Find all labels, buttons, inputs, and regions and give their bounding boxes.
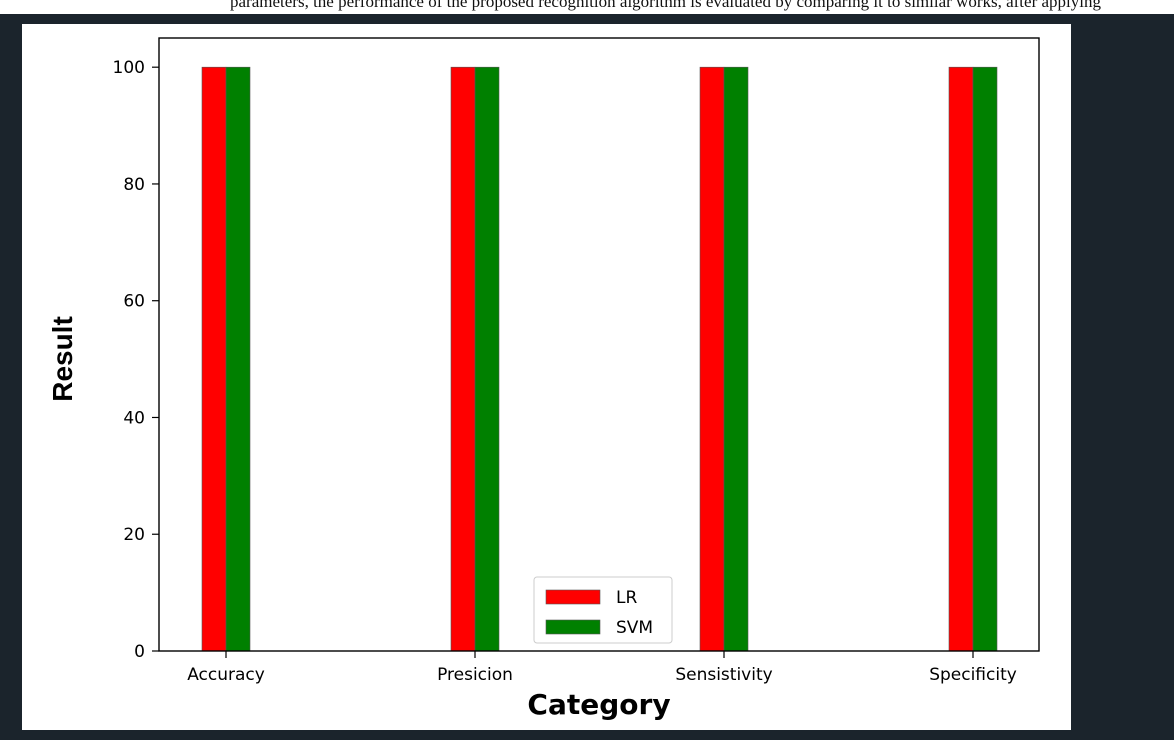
bar-svm-presicion [474,66,500,652]
bar-svm-specificity [972,66,998,652]
y-tick-label: 40 [123,408,145,428]
screenshot-frame: 0 20 40 60 80 100 Accuracy Presicion Sensistivi… [0,14,1174,740]
bar-lr-specificity [948,66,974,652]
bars-layer [201,66,998,652]
x-axis-label: Category [527,688,670,721]
bar-lr-accuracy [201,66,227,652]
plot-area-border [158,37,1040,652]
chart-panel: 0 20 40 60 80 100 Accuracy Presicion Sensistivi… [22,24,1071,730]
y-tick-label: 60 [123,292,145,312]
y-axis-ticks: 0 20 40 60 80 100 [113,58,159,662]
y-tick-label: 100 [113,58,145,78]
y-tick-label: 20 [123,525,145,545]
legend: LR SVM [533,576,673,644]
legend-swatch-svm [545,619,601,635]
page-caption-text: parameters, the performance of the propo… [0,0,1174,15]
y-axis-label: Result [47,316,78,402]
bar-svm-accuracy [225,66,251,652]
bar-chart: 0 20 40 60 80 100 Accuracy Presicion Sensistivi… [47,37,1040,721]
bar-svm-sensistivity [723,66,749,652]
bar-lr-presicion [450,66,476,652]
x-tick-label: Accuracy [187,665,265,685]
y-tick-label: 0 [134,642,145,662]
x-tick-label: Presicion [437,665,513,685]
x-tick-label: Sensistivity [675,665,772,685]
x-axis-ticks: Accuracy Presicion Sensistivity Specificity [187,651,1017,685]
legend-label-svm: SVM [616,618,653,638]
legend-swatch-lr [545,589,601,605]
y-tick-label: 80 [123,175,145,195]
x-tick-label: Specificity [929,665,1017,685]
legend-label-lr: LR [616,588,637,608]
bar-lr-sensistivity [699,66,725,652]
